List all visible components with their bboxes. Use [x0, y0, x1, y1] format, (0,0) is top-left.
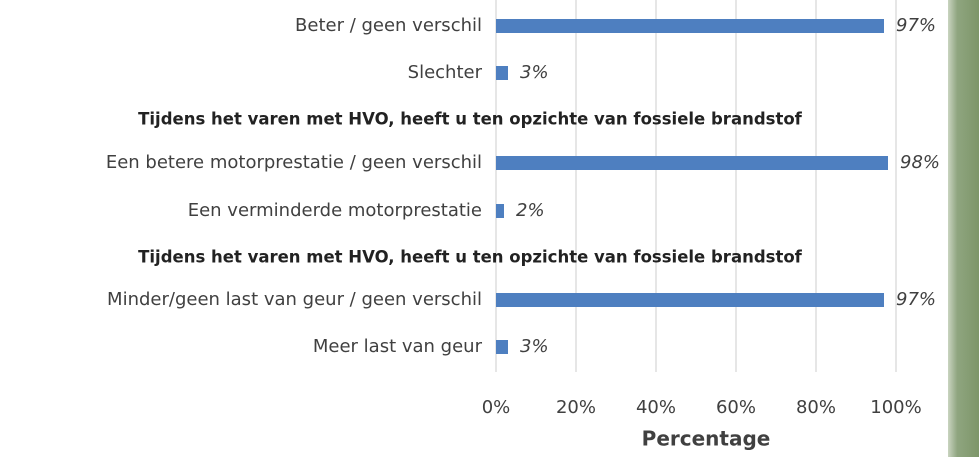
x-tick-label: 80%: [796, 397, 836, 418]
value-label: 98%: [900, 152, 940, 173]
category-label: Meer last van geur: [313, 336, 483, 357]
bar: [496, 293, 884, 307]
category-label: Een betere motorprestatie / geen verschi…: [106, 152, 482, 173]
x-tick-label: 0%: [482, 397, 511, 418]
x-tick-label: 40%: [636, 397, 676, 418]
bar: [496, 204, 504, 218]
category-label: Beter / geen verschil: [295, 15, 482, 36]
category-label: Minder/geen last van geur / geen verschi…: [107, 289, 482, 310]
value-label: 97%: [896, 289, 936, 310]
bar: [496, 156, 888, 170]
value-label: 3%: [520, 336, 549, 357]
value-label: 3%: [520, 62, 549, 83]
x-tick-label: 100%: [870, 397, 921, 418]
category-label: Slechter: [408, 62, 483, 83]
group-title: Tijdens het varen met HVO, heeft u ten o…: [138, 248, 803, 267]
side-strip: [948, 0, 979, 457]
category-label: Een verminderde motorprestatie: [188, 200, 482, 221]
x-axis-title: Percentage: [642, 427, 771, 451]
value-label: 2%: [516, 200, 545, 221]
value-label: 97%: [896, 15, 936, 36]
group-title: Tijdens het varen met HVO, heeft u ten o…: [138, 110, 803, 129]
x-tick-label: 60%: [716, 397, 756, 418]
bar: [496, 340, 508, 354]
x-tick-label: 20%: [556, 397, 596, 418]
bar: [496, 19, 884, 33]
bar: [496, 66, 508, 80]
